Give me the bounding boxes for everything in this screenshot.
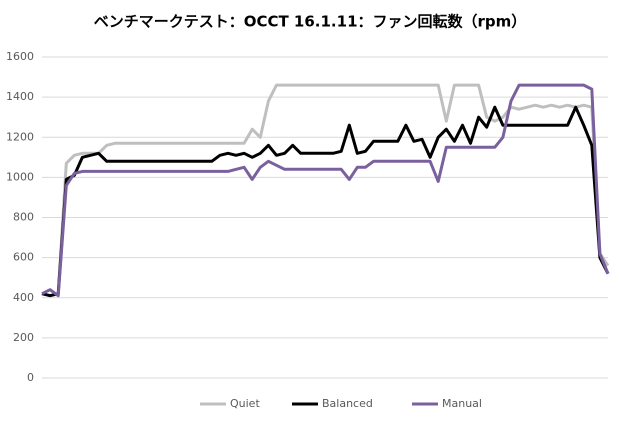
y-tick-label: 800 — [13, 211, 34, 224]
chart-title: ベンチマークテスト：OCCT 16.1.11：ファン回転数（rpm） — [94, 13, 527, 31]
y-tick-label: 1000 — [6, 170, 34, 183]
series-line — [41, 105, 610, 298]
y-tick-label: 1400 — [6, 90, 34, 103]
legend-label: Balanced — [322, 397, 373, 410]
y-tick-label: 0 — [27, 371, 34, 384]
y-tick-label: 600 — [13, 251, 34, 264]
y-tick-label: 1600 — [6, 50, 34, 63]
y-tick-label: 200 — [13, 331, 34, 344]
y-tick-label: 400 — [13, 291, 34, 304]
series-line — [41, 83, 610, 298]
y-tick-label: 1200 — [6, 130, 34, 143]
legend-label: Quiet — [230, 397, 260, 410]
legend-label: Manual — [442, 397, 482, 410]
series-line — [41, 83, 610, 298]
